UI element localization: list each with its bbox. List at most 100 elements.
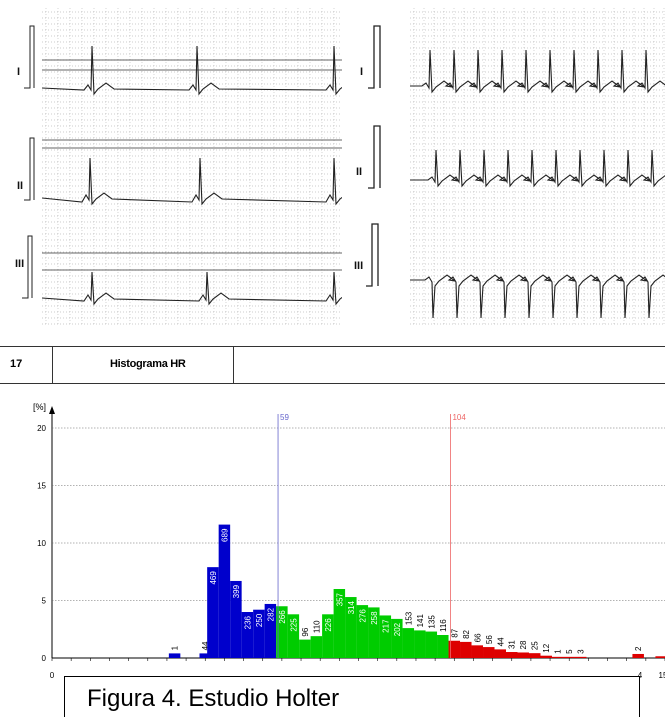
- histogram-bar: [322, 614, 334, 658]
- y-tick-label: 20: [37, 424, 46, 433]
- bar-value-label: 258: [370, 611, 379, 625]
- histogram-bar: [471, 645, 484, 658]
- lead-label-right-ii: II: [356, 166, 363, 178]
- histogram-bar: [448, 640, 461, 658]
- ecg-trace: [410, 274, 665, 319]
- header-divider: [52, 347, 53, 383]
- bar-value-label: 399: [232, 584, 241, 598]
- bar-value-label: 2: [634, 646, 643, 651]
- bar-value-label: 314: [347, 601, 356, 615]
- histogram-title: Histograma HR: [110, 358, 186, 370]
- histogram-bar: [264, 603, 277, 658]
- bar-value-label: 357: [335, 592, 344, 606]
- bar-value-label: 250: [255, 613, 264, 627]
- bar-value-label: 266: [278, 610, 287, 624]
- bar-value-label: 31: [508, 640, 517, 649]
- y-tick-label: 15: [37, 482, 46, 491]
- bar-value-label: 66: [473, 633, 482, 642]
- bar-value-label: 5: [565, 649, 574, 654]
- ecg-trace: [42, 45, 342, 96]
- header-divider: [233, 347, 234, 383]
- histogram-bar: [168, 653, 181, 658]
- histogram-header: 17 Histograma HR: [0, 346, 665, 384]
- ecg-left-panel: [42, 8, 342, 326]
- bar-value-label: 56: [485, 635, 494, 644]
- bar-value-label: 44: [496, 637, 505, 646]
- bar-value-label: 225: [289, 618, 298, 632]
- bar-value-label: 12: [542, 643, 551, 652]
- ecg-trace: [42, 157, 342, 206]
- lead-label-right-i: I: [360, 66, 364, 78]
- histogram-bar: [333, 589, 346, 658]
- bar-value-label: 1: [554, 649, 563, 654]
- histogram-bar: [230, 580, 242, 658]
- histogram-bar: [310, 636, 323, 658]
- calibration-pulse-icon: [368, 125, 381, 189]
- x-tick-label: 0: [50, 671, 55, 680]
- histogram-bar: [276, 606, 288, 658]
- bar-value-label: 236: [243, 615, 252, 629]
- bar-value-label: 1: [171, 645, 180, 650]
- histogram-bar: [287, 614, 300, 658]
- histogram-bar: [199, 653, 211, 658]
- y-tick-label: 5: [42, 597, 47, 606]
- histogram-bar: [540, 655, 552, 658]
- calibration-pulse-icon: [368, 25, 381, 89]
- histogram-bar: [345, 597, 357, 658]
- histogram-bar: [632, 653, 644, 658]
- histogram-bar: [528, 653, 541, 658]
- bar-value-label: 469: [209, 571, 218, 585]
- histogram-bar: [483, 647, 495, 658]
- threshold-label: 59: [280, 413, 289, 422]
- bar-value-label: 217: [381, 619, 390, 633]
- y-tick-label: 0: [42, 654, 47, 663]
- bar-value-label: 202: [393, 622, 402, 636]
- figure-caption: Figura 4. Estudio Holter: [87, 685, 340, 712]
- histogram-bar: [241, 612, 254, 658]
- histogram-bar: [218, 524, 231, 658]
- histogram-bar: [494, 649, 507, 658]
- lead-label-right-iii: III: [354, 260, 364, 272]
- lead-label-left-iii: III: [15, 258, 25, 270]
- calibration-pulse-icon: [22, 235, 33, 299]
- bar-value-label: 135: [427, 615, 436, 629]
- bar-value-label: 3: [577, 649, 586, 654]
- histogram-bar: [517, 652, 529, 658]
- histogram-bar: [207, 567, 219, 658]
- histogram-bar: [655, 656, 665, 658]
- ecg-right-panel: [410, 8, 665, 326]
- histogram-bar: [574, 656, 587, 658]
- caption-box: Figura 4. Estudio Holter: [64, 676, 640, 717]
- lead-label-left-ii: II: [17, 180, 24, 192]
- bar-value-label: 87: [450, 628, 459, 637]
- bar-value-label: 96: [301, 627, 310, 636]
- bar-value-label: 153: [404, 611, 413, 625]
- bar-value-label: 44: [201, 641, 210, 650]
- bar-value-label: 25: [531, 641, 540, 650]
- lead-label-left-i: I: [17, 66, 21, 78]
- y-tick-label: 10: [37, 539, 46, 548]
- section-number: 17: [10, 358, 23, 370]
- histogram-bar: [460, 641, 472, 658]
- ecg-trace: [410, 149, 665, 188]
- histogram-bar: [563, 656, 575, 658]
- threshold-label: 104: [452, 413, 466, 422]
- histogram-bar: [253, 609, 265, 658]
- histogram-bar: [299, 639, 311, 658]
- histogram-bar: [425, 631, 438, 658]
- bar-value-label: 276: [358, 609, 367, 623]
- y-axis-label: [%]: [33, 402, 46, 412]
- ecg-trace: [42, 271, 342, 306]
- bar-value-label: 82: [462, 629, 471, 638]
- bar-value-label: 689: [220, 528, 229, 542]
- x-tick-label: 15: [659, 671, 665, 680]
- ecg-grid: [42, 8, 342, 326]
- histogram-bar: [368, 607, 380, 658]
- ecg-grid: [410, 8, 665, 326]
- bar-value-label: 110: [312, 620, 321, 633]
- histogram-bar: [437, 635, 449, 658]
- hr-histogram-chart: [%]0510152004151444696893992362502822662…: [33, 402, 665, 680]
- bar-value-label: 28: [519, 640, 528, 649]
- calibration-pulse-icon: [24, 25, 35, 89]
- histogram-bar: [356, 605, 369, 658]
